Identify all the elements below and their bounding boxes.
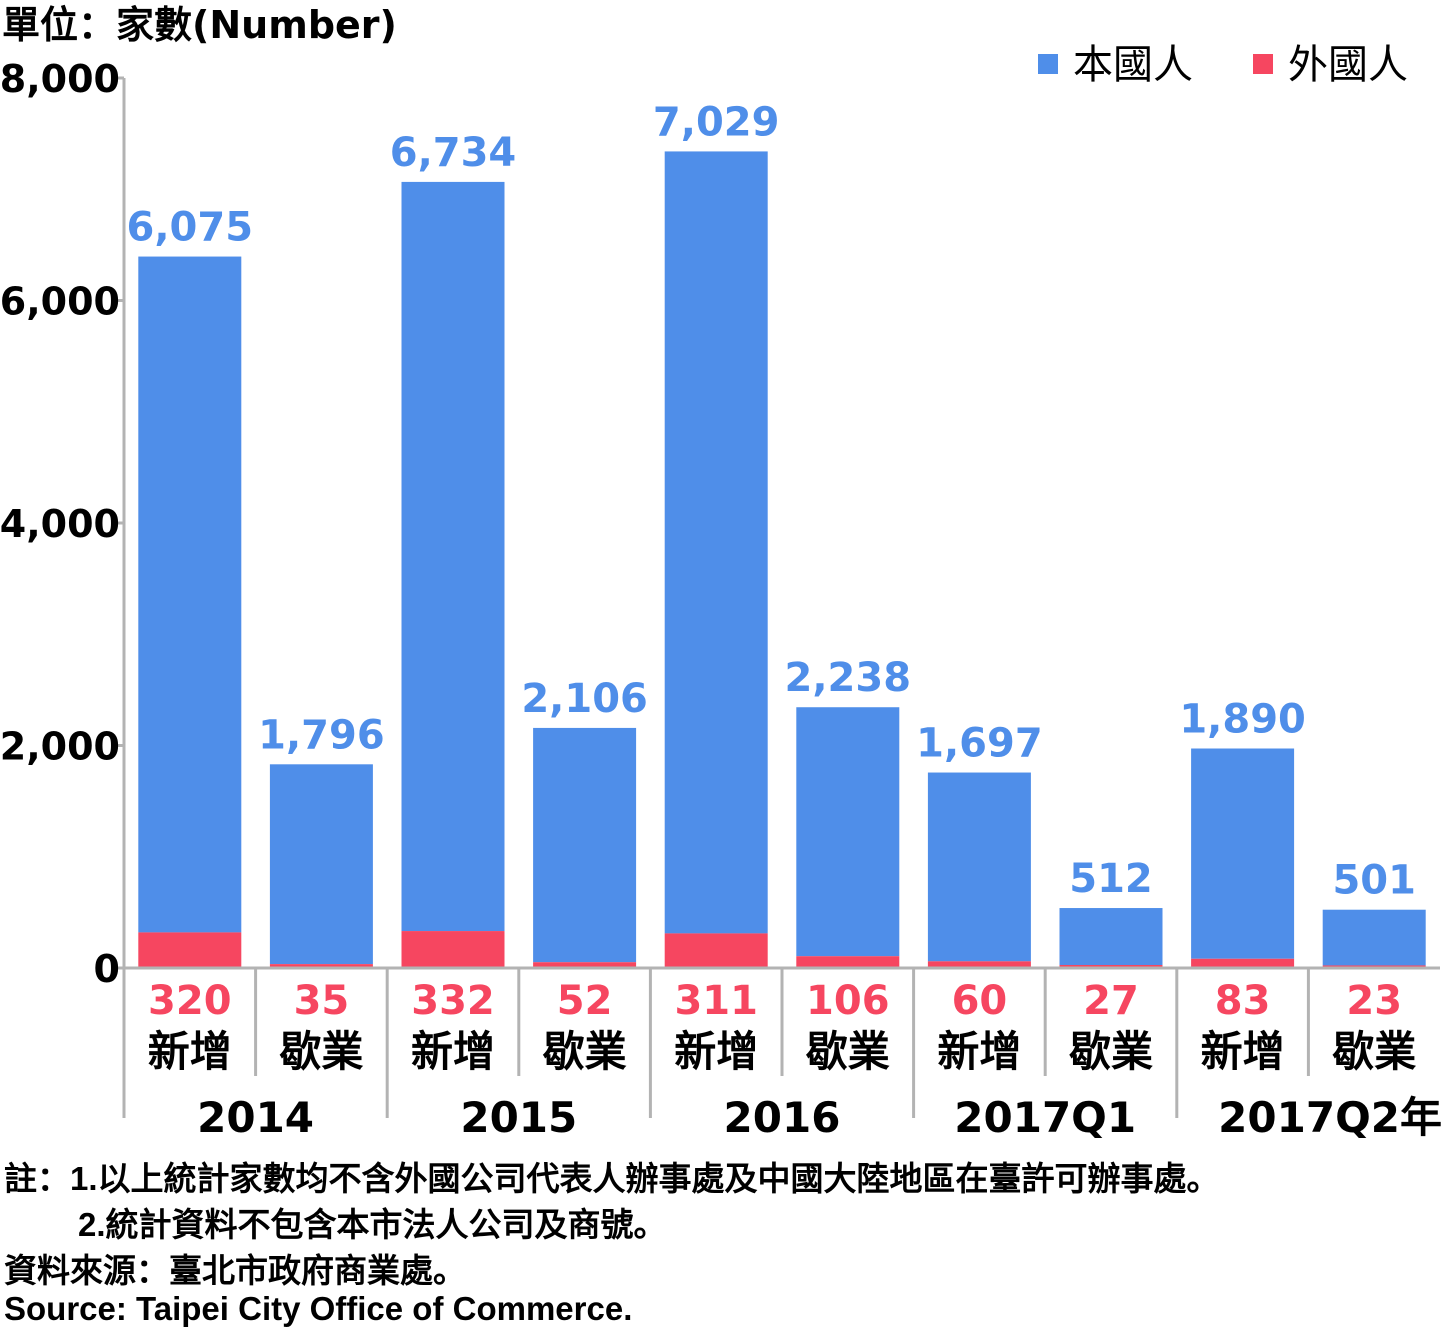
source-zh: 資料來源：臺北市政府商業處。 — [4, 1252, 466, 1289]
bar-domestic — [269, 764, 373, 965]
label-foreign: 106 — [806, 978, 890, 1024]
bar-foreign — [1191, 958, 1295, 968]
bar-domestic — [1191, 748, 1295, 959]
category-label: 新增 — [411, 1027, 495, 1076]
bar-domestic — [796, 707, 900, 957]
category-label: 歇業 — [1069, 1027, 1153, 1076]
label-foreign: 27 — [1083, 978, 1139, 1024]
group-label: 2017Q2年 — [1218, 1093, 1442, 1142]
note-line-1: 註：1.以上統計家數均不含外國公司代表人辦事處及中國大陸地區在臺許可辦事處。 — [4, 1160, 1220, 1197]
bar-domestic — [138, 256, 242, 933]
legend: 本國人 外國人 — [1038, 42, 1408, 88]
y-tick-label: 4,000 — [0, 502, 120, 546]
label-foreign: 52 — [557, 978, 613, 1024]
group-label: 2014 — [197, 1093, 314, 1142]
category-label: 新增 — [937, 1027, 1021, 1076]
label-domestic: 512 — [1069, 856, 1153, 902]
data-labels: 6,075 320 1,796 35 6,734 332 2,106 52 7,029 311 2,… — [127, 99, 1416, 1024]
group-label: 2016 — [724, 1093, 841, 1142]
bar-foreign — [796, 956, 900, 968]
label-domestic: 1,796 — [258, 712, 385, 758]
y-tick-label: 2,000 — [0, 725, 120, 769]
group-label: 2015 — [460, 1093, 577, 1142]
category-label: 歇業 — [806, 1027, 890, 1076]
label-foreign: 60 — [952, 978, 1008, 1024]
bar-domestic — [533, 727, 637, 963]
label-domestic: 2,106 — [521, 676, 648, 722]
bar-foreign — [401, 931, 505, 968]
label-foreign: 35 — [294, 978, 350, 1024]
category-label: 歇業 — [279, 1027, 363, 1076]
bar-foreign — [533, 962, 637, 968]
label-foreign: 332 — [411, 978, 495, 1024]
y-tick-label: 8,000 — [0, 57, 120, 101]
legend-swatch — [1253, 54, 1273, 74]
category-label: 歇業 — [543, 1027, 627, 1076]
legend-label: 外國人 — [1288, 42, 1408, 88]
bar-foreign — [269, 964, 373, 968]
note-line-2: 2.統計資料不包含本市法人公司及商號。 — [78, 1206, 667, 1243]
axes: 0 2,000 4,000 6,000 8,000 — [0, 57, 126, 991]
bar-domestic — [1059, 908, 1163, 965]
label-domestic: 6,734 — [390, 130, 517, 176]
category-label: 新增 — [674, 1027, 758, 1076]
label-domestic: 501 — [1332, 858, 1416, 904]
label-domestic: 6,075 — [127, 205, 254, 251]
label-foreign: 83 — [1215, 978, 1271, 1024]
y-tick-label: 6,000 — [0, 280, 120, 324]
legend-label: 本國人 — [1073, 42, 1193, 88]
category-label: 新增 — [148, 1027, 232, 1076]
label-domestic: 2,238 — [785, 655, 912, 701]
source-en: Source: Taipei City Office of Commerce. — [4, 1290, 633, 1327]
label-domestic: 1,890 — [1179, 697, 1306, 743]
legend-swatch — [1038, 54, 1058, 74]
category-label: 新增 — [1201, 1027, 1285, 1076]
bar-foreign — [927, 961, 1031, 968]
group-label: 2017Q1 — [954, 1093, 1136, 1142]
bar-domestic — [1322, 909, 1426, 966]
unit-label: 單位：家數(Number) — [2, 3, 397, 47]
bar-foreign — [1059, 964, 1163, 968]
label-domestic: 1,697 — [916, 721, 1043, 767]
bar-domestic — [664, 151, 768, 934]
y-tick-label: 0 — [94, 947, 120, 991]
category-label: 歇業 — [1332, 1027, 1416, 1076]
bars — [138, 151, 1426, 968]
label-foreign: 311 — [674, 978, 758, 1024]
label-foreign: 23 — [1346, 978, 1402, 1024]
bar-foreign — [138, 932, 242, 968]
label-domestic: 7,029 — [653, 99, 780, 145]
bar-domestic — [927, 772, 1031, 962]
bar-domestic — [401, 181, 505, 932]
label-foreign: 320 — [148, 978, 232, 1024]
bar-foreign — [664, 933, 768, 968]
